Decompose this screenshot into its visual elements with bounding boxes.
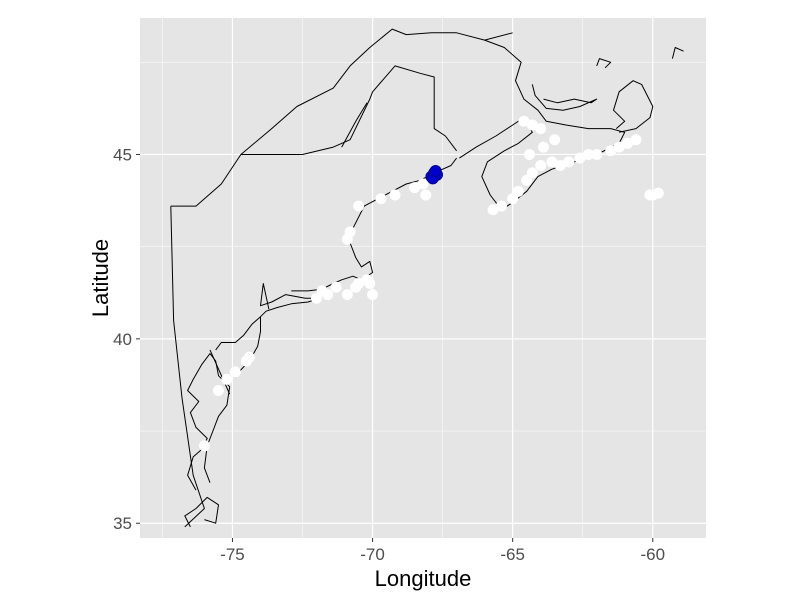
track-point — [622, 137, 634, 149]
coastline-path — [531, 84, 598, 111]
track-point — [364, 278, 376, 290]
track-point — [487, 204, 499, 216]
border-path — [209, 349, 231, 395]
border-path — [170, 65, 457, 207]
track-point — [212, 384, 224, 396]
track-point — [554, 160, 566, 172]
track-point — [322, 289, 334, 301]
track-point — [330, 281, 342, 293]
track-points-layer — [198, 115, 664, 452]
x-tick-label: -70 — [360, 545, 385, 564]
highlight-point — [429, 165, 442, 178]
track-point — [574, 152, 586, 164]
coastline-path — [184, 496, 219, 528]
x-tick-label: -60 — [640, 545, 665, 564]
x-tick-label: -65 — [500, 545, 525, 564]
border-path — [170, 206, 205, 528]
track-point — [495, 200, 507, 212]
y-axis-title: Latitude — [88, 239, 113, 317]
track-point — [535, 160, 547, 172]
border-path — [240, 28, 485, 155]
coastline-path — [596, 58, 612, 69]
track-point — [630, 134, 642, 146]
track-point — [198, 440, 210, 452]
track-point — [549, 134, 561, 146]
track-point — [537, 141, 549, 153]
border-path — [341, 102, 368, 148]
track-point — [644, 189, 656, 201]
track-point — [420, 189, 432, 201]
plot-panel-background — [140, 18, 706, 538]
track-point — [341, 289, 353, 301]
track-point — [367, 289, 379, 301]
track-point — [353, 278, 365, 290]
track-point — [605, 145, 617, 157]
track-point — [389, 189, 401, 201]
coastline-path — [613, 80, 654, 133]
x-tick-label: -75 — [220, 545, 245, 564]
y-tick-label: 35 — [113, 514, 132, 533]
track-point — [409, 182, 421, 194]
track-point — [375, 193, 387, 205]
y-tick-label: 45 — [113, 145, 132, 164]
track-point — [526, 119, 538, 131]
track-point — [526, 167, 538, 179]
track-point — [563, 156, 575, 168]
track-point — [613, 141, 625, 153]
track-point — [221, 373, 233, 385]
track-point — [417, 178, 429, 190]
track-point — [344, 226, 356, 238]
track-point — [523, 148, 535, 160]
coastline-path — [459, 32, 626, 211]
track-point — [591, 148, 603, 160]
track-point — [353, 200, 365, 212]
track-point — [518, 115, 530, 127]
track-point — [582, 148, 594, 160]
y-tick-label: 40 — [113, 330, 132, 349]
axis-ticks: -75 -70 -65 -60 35 40 45 — [113, 145, 665, 564]
track-point — [535, 123, 547, 135]
track-point — [546, 156, 558, 168]
coastline-path — [671, 47, 684, 59]
track-point — [229, 366, 241, 378]
track-point — [652, 187, 664, 199]
track-point — [512, 185, 524, 197]
x-axis-title: Longitude — [375, 566, 472, 591]
track-point — [243, 351, 255, 363]
